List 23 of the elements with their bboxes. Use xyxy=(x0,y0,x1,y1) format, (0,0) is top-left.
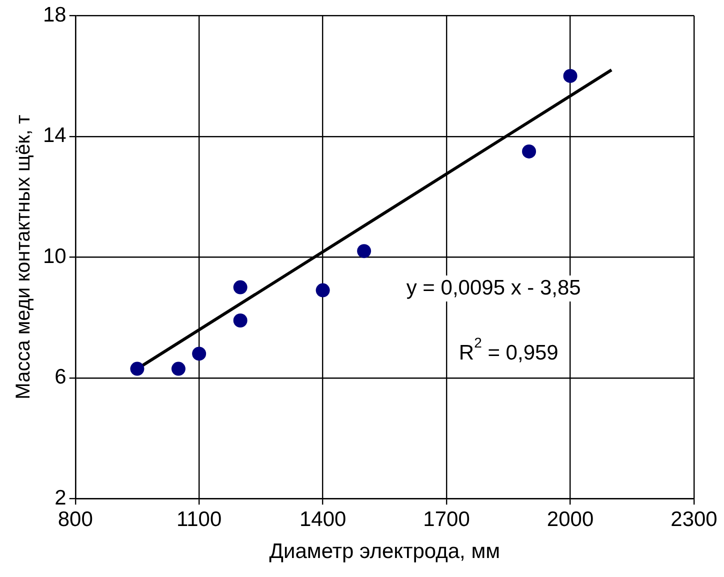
point xyxy=(316,283,330,298)
point xyxy=(171,362,186,376)
x-tick-label: 1400 xyxy=(299,508,346,531)
point xyxy=(130,362,144,376)
point xyxy=(563,68,578,83)
x-tick-label: 2300 xyxy=(670,508,718,531)
point xyxy=(192,346,206,361)
x-tick-label: 1700 xyxy=(423,508,470,531)
y-axis-title: Масса меди контактных щёк, т xyxy=(12,114,35,400)
y-tick-label: 14 xyxy=(43,124,67,148)
y-tick-label: 6 xyxy=(54,366,66,389)
y-tick-label: 18 xyxy=(43,3,66,26)
annotation: y = 0,0095 x - 3,85 xyxy=(406,276,581,300)
x-axis-title: Диаметр электрода, мм xyxy=(269,540,500,564)
x-tick-label: 800 xyxy=(58,508,93,531)
point xyxy=(233,313,248,328)
x-tick-label: 1100 xyxy=(176,508,222,531)
point xyxy=(357,244,372,258)
point xyxy=(522,144,536,158)
x-tick-label: 2000 xyxy=(546,508,594,531)
point xyxy=(233,280,248,294)
y-tick-label: 10 xyxy=(43,244,66,268)
y-tick-label: 2 xyxy=(54,486,66,510)
